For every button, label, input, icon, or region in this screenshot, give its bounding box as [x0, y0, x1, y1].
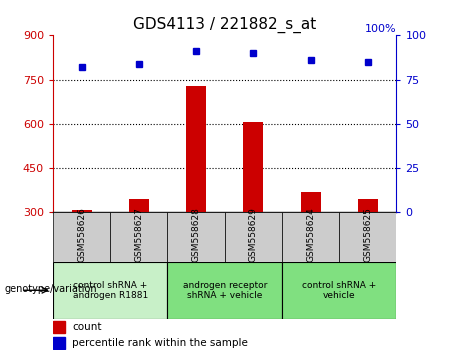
- Bar: [53, 262, 167, 319]
- Bar: [339, 212, 396, 262]
- Bar: [71, 210, 92, 212]
- Title: GDS4113 / 221882_s_at: GDS4113 / 221882_s_at: [133, 16, 316, 33]
- Bar: [243, 122, 263, 212]
- Text: 100%: 100%: [365, 24, 396, 34]
- Text: control shRNA +
androgen R1881: control shRNA + androgen R1881: [73, 281, 148, 300]
- Text: genotype/variation: genotype/variation: [5, 284, 97, 293]
- Bar: [167, 212, 225, 262]
- Bar: [358, 199, 378, 212]
- Text: androgen receptor
shRNA + vehicle: androgen receptor shRNA + vehicle: [183, 281, 267, 300]
- Bar: [129, 199, 149, 212]
- Text: GSM558629: GSM558629: [249, 207, 258, 262]
- Text: GSM558624: GSM558624: [306, 207, 315, 262]
- Bar: [301, 192, 320, 212]
- Text: control shRNA +
vehicle: control shRNA + vehicle: [302, 281, 376, 300]
- Text: GSM558627: GSM558627: [134, 207, 143, 262]
- Bar: [186, 86, 206, 212]
- Text: count: count: [72, 322, 101, 332]
- Bar: [53, 212, 110, 262]
- Bar: [282, 262, 396, 319]
- Bar: [110, 212, 167, 262]
- Bar: [53, 321, 65, 333]
- Bar: [53, 337, 65, 349]
- Bar: [282, 212, 339, 262]
- Text: percentile rank within the sample: percentile rank within the sample: [72, 338, 248, 348]
- Bar: [225, 212, 282, 262]
- Bar: [167, 262, 282, 319]
- Text: GSM558625: GSM558625: [363, 207, 372, 262]
- Text: GSM558626: GSM558626: [77, 207, 86, 262]
- Text: GSM558628: GSM558628: [192, 207, 201, 262]
